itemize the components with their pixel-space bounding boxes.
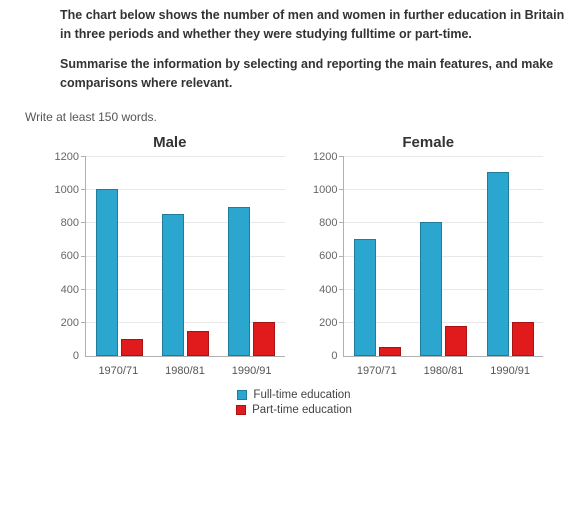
y-axis: 1200 1000 800 600 400 200 0 — [313, 151, 343, 363]
bar-fulltime — [96, 189, 118, 356]
y-axis: 1200 1000 800 600 400 200 0 — [55, 151, 85, 363]
chart-title: Male — [153, 134, 186, 151]
bar-parttime — [379, 347, 401, 355]
bar-group — [483, 172, 537, 355]
y-tick-label: 800 — [61, 217, 79, 229]
prompt-line-1: The chart below shows the number of men … — [60, 6, 568, 45]
y-tick-label: 800 — [319, 217, 337, 229]
chart-female: Female 1200 1000 800 600 400 200 0 1970/71 1980/8… — [313, 134, 543, 377]
legend-item-fulltime: Full-time education — [237, 389, 350, 401]
y-tick-label: 400 — [61, 284, 79, 296]
y-tick-label: 1000 — [313, 184, 337, 196]
legend-item-parttime: Part-time education — [236, 404, 352, 416]
x-tick-label: 1980/81 — [413, 365, 473, 377]
bar-group — [351, 239, 405, 356]
chart-male: Male1200100080060040020001970/711980/811… — [55, 134, 285, 377]
y-tick-label: 1200 — [313, 151, 337, 163]
y-tick-label: 200 — [61, 317, 79, 329]
x-tick-label: 1970/71 — [347, 365, 407, 377]
x-axis: 1970/71 1980/81 1990/91 — [85, 357, 285, 377]
plot-area — [343, 157, 543, 357]
y-tick-label: 400 — [319, 284, 337, 296]
y-tick-label: 600 — [61, 250, 79, 262]
chart-legend: Full-time education Part-time education — [0, 389, 588, 416]
x-tick-label: 1980/81 — [155, 365, 215, 377]
y-tick-label: 1000 — [55, 184, 79, 196]
x-tick-label: 1970/71 — [88, 365, 148, 377]
y-tick-label: 1200 — [55, 151, 79, 163]
bar-group — [225, 207, 279, 355]
bar-parttime — [187, 331, 209, 356]
bar-fulltime — [487, 172, 509, 355]
bars — [344, 157, 543, 356]
plot-area — [85, 157, 285, 357]
bar-parttime — [253, 322, 275, 355]
bar-fulltime — [420, 222, 442, 355]
bar-group — [92, 189, 146, 356]
legend-label-fulltime: Full-time education — [253, 389, 350, 401]
y-tick-label: 600 — [319, 250, 337, 262]
word-count-instruction: Write at least 150 words. — [0, 108, 588, 130]
x-tick-label: 1990/91 — [480, 365, 540, 377]
bar-group — [158, 214, 212, 356]
charts-container: Male1200100080060040020001970/711980/811… — [0, 130, 588, 377]
legend-label-parttime: Part-time education — [252, 404, 352, 416]
prompt-line-2: Summarise the information by selecting a… — [60, 55, 568, 94]
legend-swatch-parttime — [236, 405, 246, 415]
chart-title: Female — [402, 134, 454, 151]
y-tick-label: 0 — [73, 350, 79, 362]
bar-parttime — [121, 339, 143, 356]
task-prompt: The chart below shows the number of men … — [0, 0, 588, 108]
y-tick-label: 0 — [331, 350, 337, 362]
bar-fulltime — [228, 207, 250, 355]
bar-fulltime — [354, 239, 376, 356]
bar-parttime — [512, 322, 534, 355]
x-tick-label: 1990/91 — [222, 365, 282, 377]
bar-group — [417, 222, 471, 355]
x-axis: 1970/71 1980/81 1990/91 — [343, 357, 543, 377]
bars — [86, 157, 285, 356]
bar-fulltime — [162, 214, 184, 356]
bar-parttime — [445, 326, 467, 355]
y-tick-label: 200 — [319, 317, 337, 329]
legend-swatch-fulltime — [237, 390, 247, 400]
